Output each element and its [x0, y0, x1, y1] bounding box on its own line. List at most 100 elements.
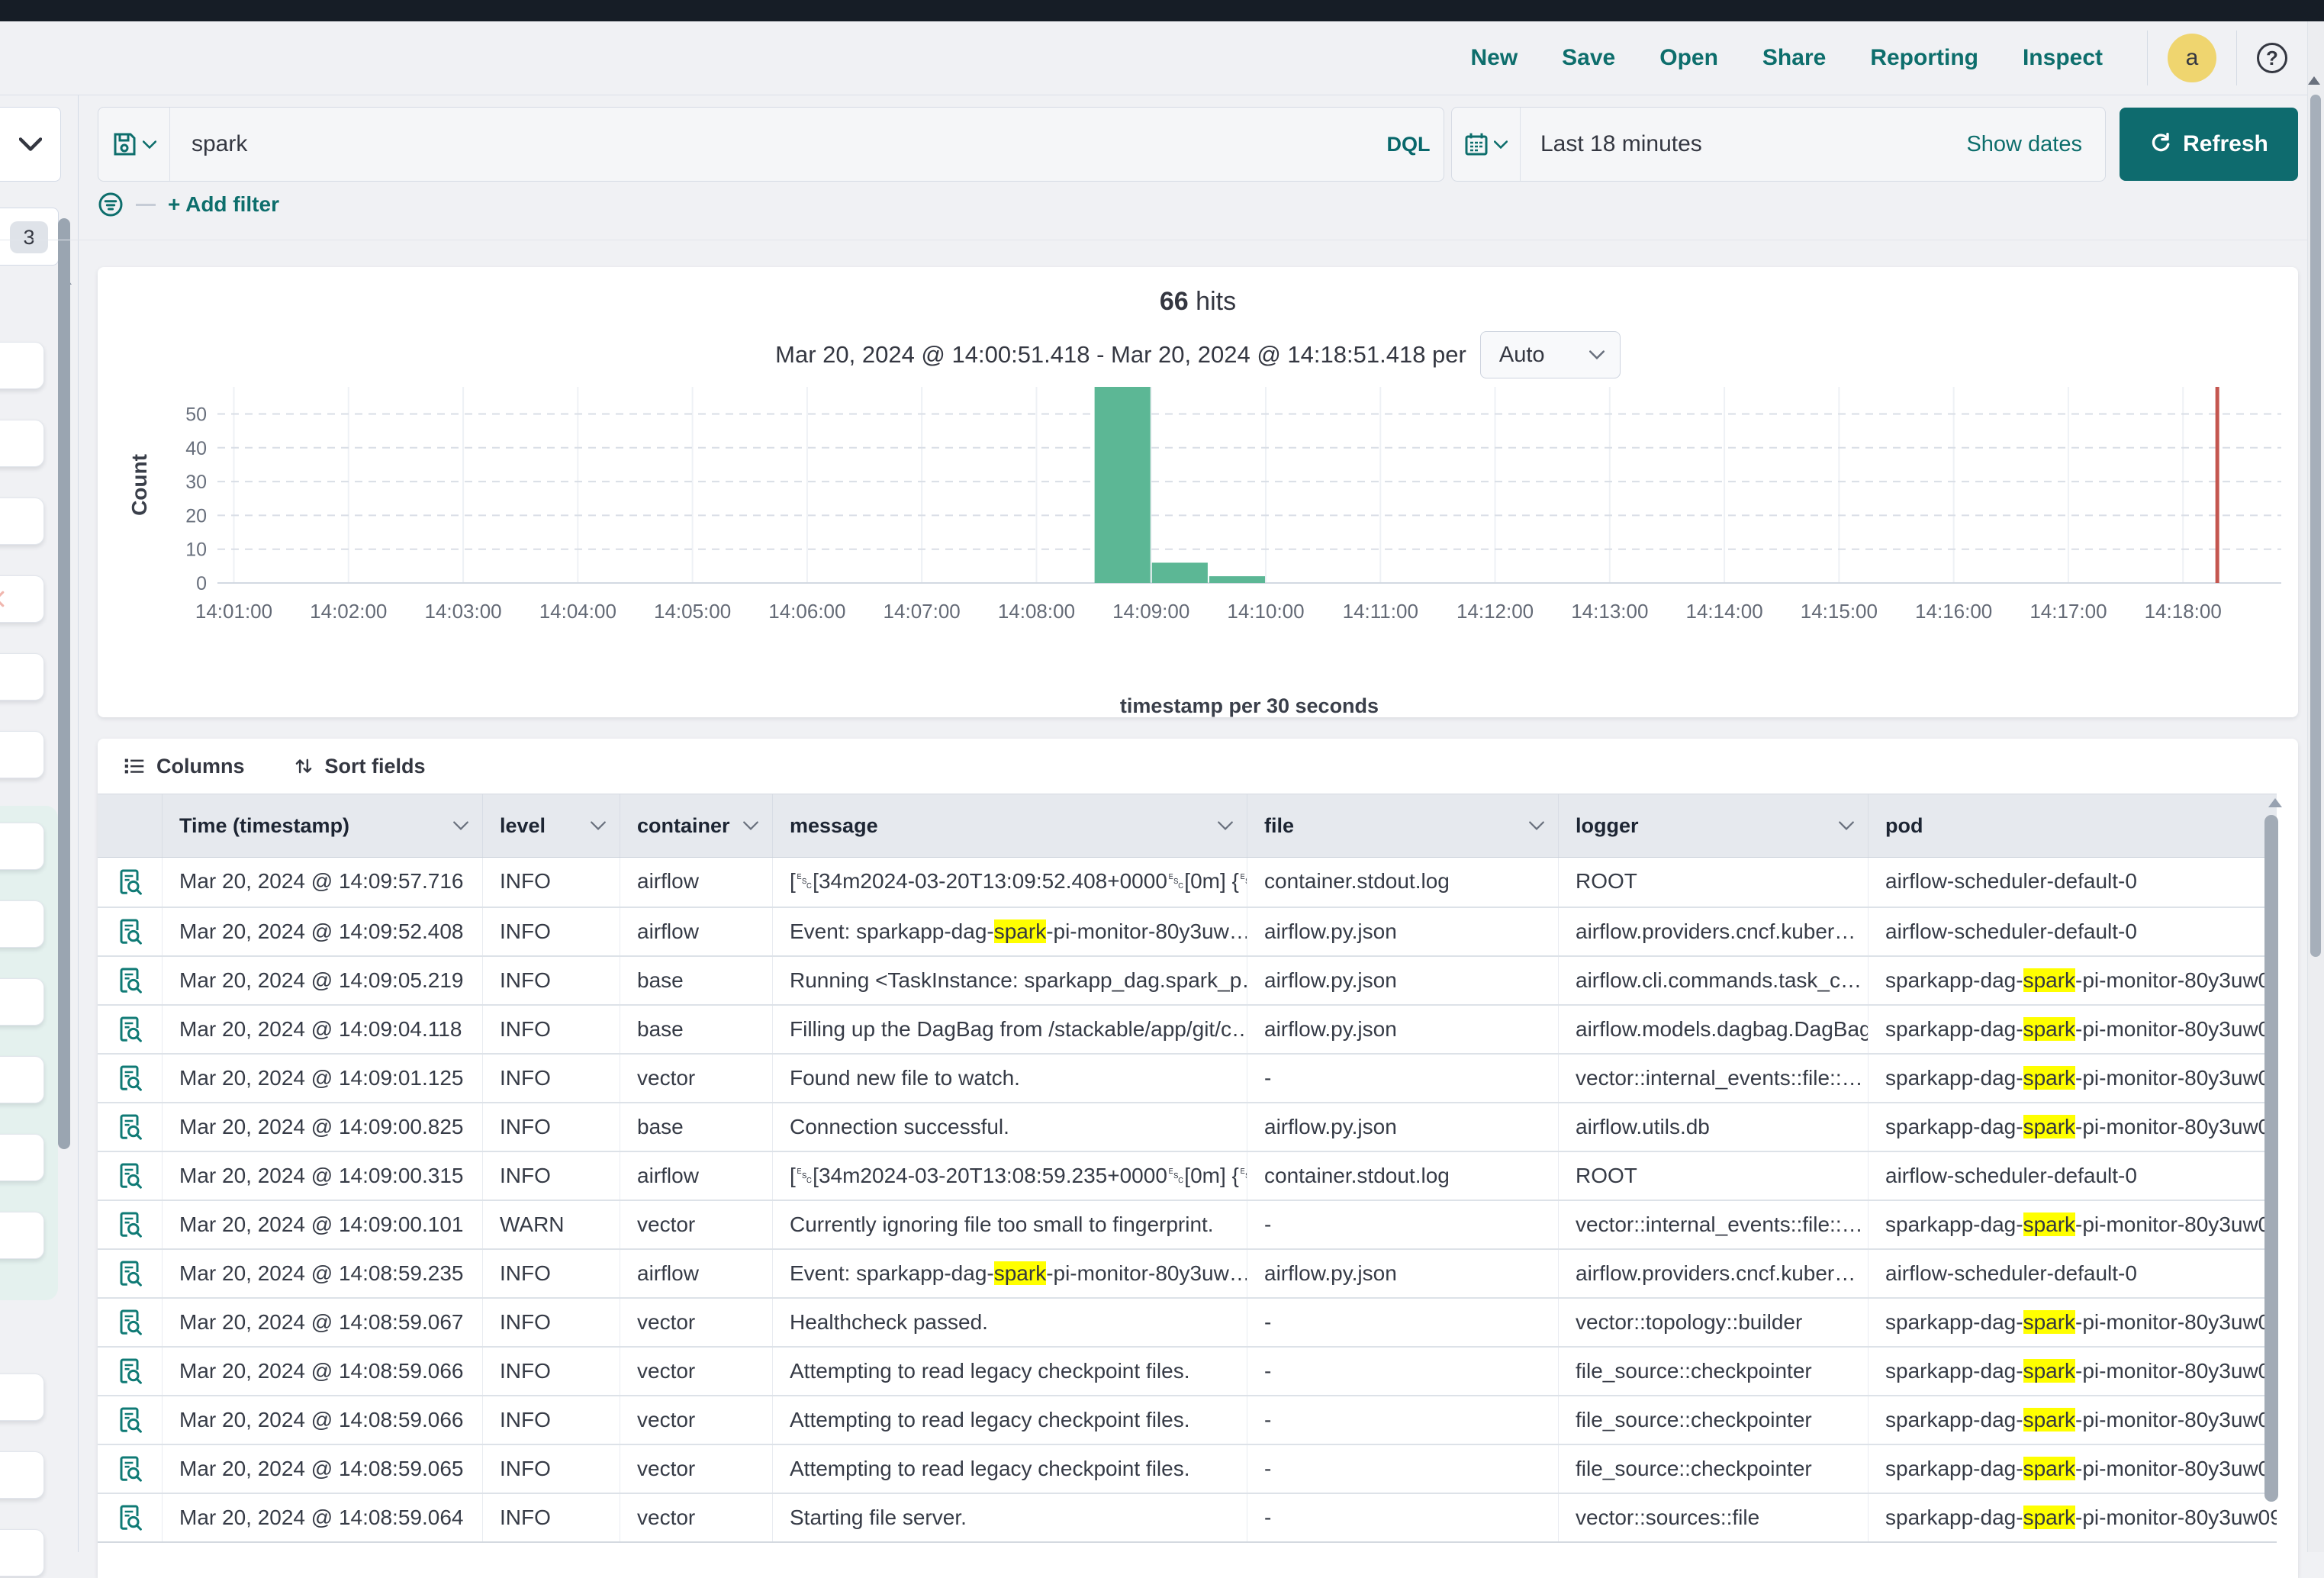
- field-pill[interactable]: [0, 1451, 44, 1499]
- expand-document-button[interactable]: [98, 908, 162, 955]
- columns-button[interactable]: Columns: [124, 755, 245, 778]
- cell-level: INFO: [482, 858, 620, 907]
- field-pill[interactable]: [0, 1056, 44, 1103]
- cell-container: vector: [620, 1055, 772, 1102]
- filter-dash: [136, 204, 156, 206]
- field-pill[interactable]: [0, 1212, 44, 1259]
- expand-document-button[interactable]: [98, 1445, 162, 1493]
- cell-time: Mar 20, 2024 @ 14:09:00.315: [162, 1152, 482, 1200]
- column-label: file: [1264, 814, 1294, 838]
- column-header-container[interactable]: container: [620, 794, 772, 857]
- cell-container: airflow: [620, 908, 772, 955]
- expand-document-button[interactable]: [98, 1152, 162, 1200]
- date-quick-select-button[interactable]: [1452, 108, 1521, 181]
- histogram-bar[interactable]: [1152, 562, 1208, 583]
- sort-fields-button[interactable]: Sort fields: [294, 755, 426, 778]
- query-language-button[interactable]: DQL: [1373, 108, 1444, 181]
- column-header-file[interactable]: file: [1247, 794, 1558, 857]
- cell-file: airflow.py.json: [1247, 1103, 1558, 1151]
- avatar[interactable]: a: [2168, 34, 2216, 82]
- cell-file: airflow.py.json: [1247, 908, 1558, 955]
- expand-document-button[interactable]: [98, 1201, 162, 1248]
- column-label: message: [790, 814, 878, 838]
- cell-time: Mar 20, 2024 @ 14:09:00.825: [162, 1103, 482, 1151]
- nav-save-link[interactable]: Save: [1562, 45, 1615, 71]
- fields-sidebar-cropped: 3: [0, 95, 79, 1552]
- field-pill[interactable]: [0, 1134, 44, 1181]
- field-pill[interactable]: [0, 731, 44, 778]
- column-header-pod[interactable]: pod: [1868, 794, 2277, 857]
- query-input[interactable]: spark: [170, 108, 1373, 181]
- nav-new-link[interactable]: New: [1470, 45, 1518, 71]
- sidebar-scrollbar[interactable]: [58, 218, 70, 1149]
- cell-message: Connection successful.: [772, 1103, 1247, 1151]
- column-header-time-timestamp-[interactable]: Time (timestamp): [162, 794, 482, 857]
- show-dates-link[interactable]: Show dates: [1966, 108, 2105, 181]
- expand-document-button[interactable]: [98, 1299, 162, 1346]
- table-scrollbar[interactable]: [2264, 815, 2278, 1502]
- field-pill[interactable]: [0, 1374, 44, 1421]
- window-scroll-up-icon[interactable]: [2308, 76, 2320, 85]
- chevron-down-icon: [1839, 821, 1854, 830]
- histogram-chart[interactable]: 14:01:0014:02:0014:03:0014:04:0014:05:00…: [98, 382, 2298, 687]
- expand-document-button[interactable]: [98, 957, 162, 1004]
- x-tick-label: 14:11:00: [1343, 600, 1418, 623]
- field-pill[interactable]: [0, 823, 44, 870]
- expand-document-button[interactable]: [98, 1250, 162, 1297]
- nav-inspect-link[interactable]: Inspect: [2023, 45, 2103, 71]
- column-header-message[interactable]: message: [772, 794, 1247, 857]
- histogram-bar[interactable]: [1209, 576, 1265, 583]
- field-pill[interactable]: [0, 342, 44, 389]
- sidebar-collapse-button[interactable]: [0, 107, 61, 182]
- cell-logger: airflow.providers.cncf.kuber…: [1558, 1250, 1868, 1297]
- inspect-document-icon: [117, 1406, 142, 1434]
- cell-file: airflow.py.json: [1247, 1006, 1558, 1053]
- cell-container: base: [620, 1103, 772, 1151]
- x-tick-label: 14:01:00: [195, 600, 272, 623]
- cell-level: INFO: [482, 1250, 620, 1297]
- field-pill[interactable]: [0, 978, 44, 1026]
- cell-container: airflow: [620, 1250, 772, 1297]
- window-scrollbar[interactable]: [2310, 95, 2321, 957]
- remove-field-icon[interactable]: [0, 588, 7, 610]
- inspect-document-icon: [117, 918, 142, 945]
- cell-time: Mar 20, 2024 @ 14:09:57.716: [162, 858, 482, 907]
- time-range-value[interactable]: Last 18 minutes: [1521, 108, 1966, 181]
- expand-document-button[interactable]: [98, 1006, 162, 1053]
- interval-select[interactable]: Auto: [1480, 331, 1621, 378]
- cell-file: container.stdout.log: [1247, 858, 1558, 907]
- expand-document-button[interactable]: [98, 1103, 162, 1151]
- saved-query-menu-button[interactable]: [98, 108, 170, 181]
- add-filter-button[interactable]: + Add filter: [168, 192, 279, 217]
- y-tick-label: 50: [185, 404, 207, 425]
- table-row: Mar 20, 2024 @ 14:08:59.065 INFO vector …: [98, 1444, 2277, 1493]
- expand-document-button[interactable]: [98, 1494, 162, 1541]
- cell-logger: vector::sources::file: [1558, 1494, 1868, 1541]
- inspect-document-icon: [117, 868, 142, 896]
- table-scroll-up-icon[interactable]: [2268, 798, 2282, 807]
- column-header-logger[interactable]: logger: [1558, 794, 1868, 857]
- table-row: Mar 20, 2024 @ 14:09:00.315 INFO airflow…: [98, 1151, 2277, 1200]
- field-pill[interactable]: [0, 1529, 44, 1576]
- histogram-bar[interactable]: [1095, 387, 1151, 583]
- expand-document-button[interactable]: [98, 858, 162, 907]
- column-header-level[interactable]: level: [482, 794, 620, 857]
- field-pill[interactable]: [0, 575, 44, 623]
- field-pill[interactable]: [0, 498, 44, 545]
- selected-fields-count-box: 3: [0, 208, 59, 266]
- chevron-down-icon: [1494, 140, 1508, 149]
- expand-document-button[interactable]: [98, 1348, 162, 1395]
- nav-share-link[interactable]: Share: [1762, 45, 1826, 71]
- refresh-button[interactable]: Refresh: [2120, 108, 2298, 181]
- expand-document-button[interactable]: [98, 1055, 162, 1102]
- field-pill[interactable]: [0, 900, 44, 948]
- nav-reporting-link[interactable]: Reporting: [1870, 45, 1978, 71]
- field-pill[interactable]: [0, 653, 44, 700]
- nav-open-link[interactable]: Open: [1659, 45, 1718, 71]
- expand-document-button[interactable]: [98, 1396, 162, 1444]
- cell-container: vector: [620, 1348, 772, 1395]
- help-icon[interactable]: ?: [2257, 43, 2287, 73]
- field-pill[interactable]: [0, 420, 44, 467]
- inspect-document-icon: [117, 1162, 142, 1190]
- cell-time: Mar 20, 2024 @ 14:08:59.067: [162, 1299, 482, 1346]
